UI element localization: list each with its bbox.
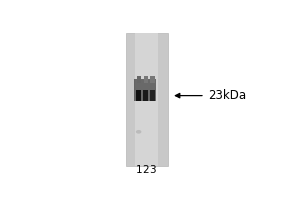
Bar [143, 90, 148, 101]
Bar [126, 33, 168, 166]
Bar [136, 90, 141, 101]
Text: 3: 3 [149, 165, 156, 175]
Bar [150, 90, 155, 101]
Circle shape [136, 130, 141, 134]
Bar [134, 79, 156, 101]
Bar [135, 33, 158, 166]
Bar [151, 76, 155, 83]
Bar [136, 76, 141, 83]
Text: 1: 1 [135, 165, 142, 175]
Text: 23kDa: 23kDa [208, 89, 247, 102]
Bar [143, 76, 148, 83]
Text: 2: 2 [142, 165, 149, 175]
